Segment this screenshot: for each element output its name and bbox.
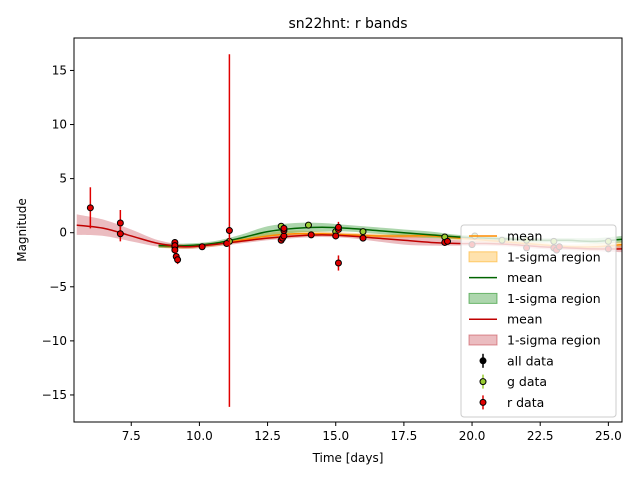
data-point-4-7: [174, 255, 182, 265]
data-point-4-21: [359, 234, 367, 242]
data-point-4-5: [171, 246, 179, 254]
marker: [174, 256, 182, 264]
legend-entry-8: r data: [479, 395, 544, 410]
marker: [359, 234, 367, 242]
legend-label: mean: [507, 270, 542, 285]
legend-entry-7: g data: [479, 374, 547, 389]
data-point-4-18: [334, 255, 342, 271]
y-tick-label: −10: [42, 334, 67, 348]
chart-title: sn22hnt: r bands: [288, 16, 407, 32]
legend-marker-handle: [479, 398, 487, 406]
marker: [307, 231, 315, 239]
marker: [444, 237, 452, 245]
data-point-4-8: [198, 243, 206, 251]
x-tick-label: 12.5: [254, 429, 281, 443]
y-tick-label: 10: [52, 118, 67, 132]
data-point-3-5: [359, 228, 367, 236]
legend-label: g data: [507, 374, 547, 389]
marker: [198, 243, 206, 251]
plot-frame: [73, 37, 623, 423]
x-tick-label: 25.0: [595, 429, 622, 443]
x-tick-label: 15.0: [322, 429, 349, 443]
legend-label: r data: [507, 395, 544, 410]
legend-label: all data: [507, 353, 554, 368]
marker: [334, 259, 342, 267]
marker: [334, 223, 342, 231]
x-tick-label: 20.0: [459, 429, 486, 443]
legend-entry-3: 1-sigma region: [468, 291, 601, 306]
data-point-4-23: [444, 237, 452, 245]
legend-patch-handle: [468, 251, 498, 263]
marker: [86, 204, 94, 212]
y-tick-label: −5: [49, 280, 67, 294]
legend-label: 1-sigma region: [507, 333, 601, 348]
legend-entry-0: mean: [469, 229, 542, 244]
marker: [116, 219, 124, 227]
legend-entry-5: 1-sigma region: [468, 333, 601, 348]
data-point-4-0: [86, 187, 94, 229]
x-tick-label: 7.5: [122, 429, 141, 443]
legend-label: 1-sigma region: [507, 249, 601, 264]
legend-label: mean: [507, 312, 542, 327]
y-tick-label: 5: [59, 172, 67, 186]
axes: 7.5 10.0 12.5 15.0 17.5 20.0 22.5 25.0 −15 −10 −5 0…: [42, 37, 623, 443]
legend-entry-1: 1-sigma region: [468, 249, 601, 264]
data-point-4-16: [307, 231, 315, 239]
legend-marker-handle: [479, 357, 487, 365]
data-point-4-15: [280, 224, 288, 232]
legend-label: 1-sigma region: [507, 291, 601, 306]
x-tick-label: 17.5: [391, 429, 418, 443]
legend-entry-2: mean: [469, 270, 542, 285]
x-tick-label: 10.0: [186, 429, 213, 443]
legend-entry-4: mean: [469, 312, 542, 327]
data-point-4-10: [225, 54, 233, 407]
y-tick-label: 0: [59, 226, 67, 240]
marker: [359, 228, 367, 236]
legend-marker-handle: [479, 378, 487, 386]
legend: mean 1-sigma region mean 1-sigma region mean…: [460, 224, 617, 418]
marker: [304, 221, 312, 229]
y-tick-label: −15: [42, 388, 67, 402]
marker: [225, 227, 233, 235]
data-point-4-2: [116, 226, 124, 242]
legend-label: mean: [507, 229, 542, 244]
x-tick-label: 22.5: [527, 429, 554, 443]
y-tick-label: 15: [52, 63, 67, 77]
legend-box: [460, 224, 617, 418]
data-point-3-3: [304, 221, 312, 229]
legend-patch-handle: [468, 334, 498, 346]
legend-patch-handle: [468, 292, 498, 304]
y-axis-label: Magnitude: [15, 198, 29, 262]
marker: [116, 230, 124, 238]
data-point-4-17: [332, 232, 340, 240]
data-point-4-20: [334, 221, 342, 233]
marker: [280, 224, 288, 232]
marker: [332, 232, 340, 240]
x-axis-label: Time [days]: [312, 451, 384, 465]
marker: [171, 246, 179, 254]
sigma-band-1: [158, 222, 622, 249]
legend-entry-6: all data: [479, 353, 554, 368]
